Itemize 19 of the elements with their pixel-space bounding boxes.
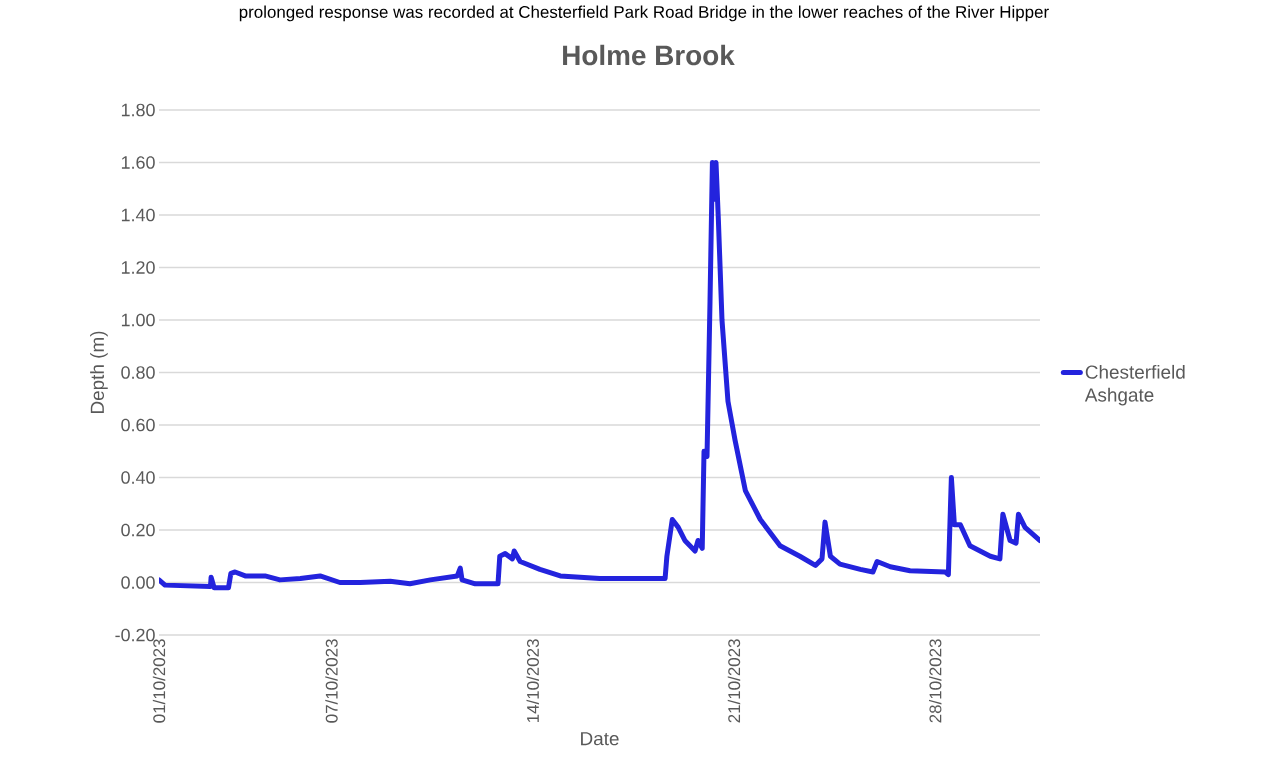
x-tick-label: 21/10/2023 — [727, 639, 741, 723]
text: prolonged response was recorded at Chesterfield Park Road Bridge in the lower reaches of the River Hipper — [239, 5, 1049, 22]
x-axis-title: Date — [581, 732, 619, 746]
y-tick-label: 1.80 — [121, 103, 155, 117]
x-tick-label: 07/10/2023 — [325, 639, 338, 723]
legend-label: Chesterfield Ashgate — [1084, 364, 1185, 406]
y-tick-label: 1.40 — [121, 208, 155, 222]
y-tick-label: 0.80 — [121, 366, 155, 379]
y-tick-label: 1.60 — [121, 156, 155, 169]
x-tick-label: 28/10/2023 — [928, 639, 942, 723]
chart-title: Holme Brook — [563, 44, 735, 66]
y-tick-label: 1.00 — [121, 313, 155, 327]
y-tick-label: 0.20 — [121, 523, 155, 537]
y-tick-label: 1.20 — [121, 261, 155, 274]
y-tick-label: 0.60 — [121, 418, 155, 432]
x-tick-label: 14/10/2023 — [526, 639, 539, 722]
y-tick-label: 0.00 — [121, 576, 155, 589]
y-axis-title: Depth (m) — [90, 331, 108, 414]
y-tick-label: 0.40 — [121, 471, 155, 484]
